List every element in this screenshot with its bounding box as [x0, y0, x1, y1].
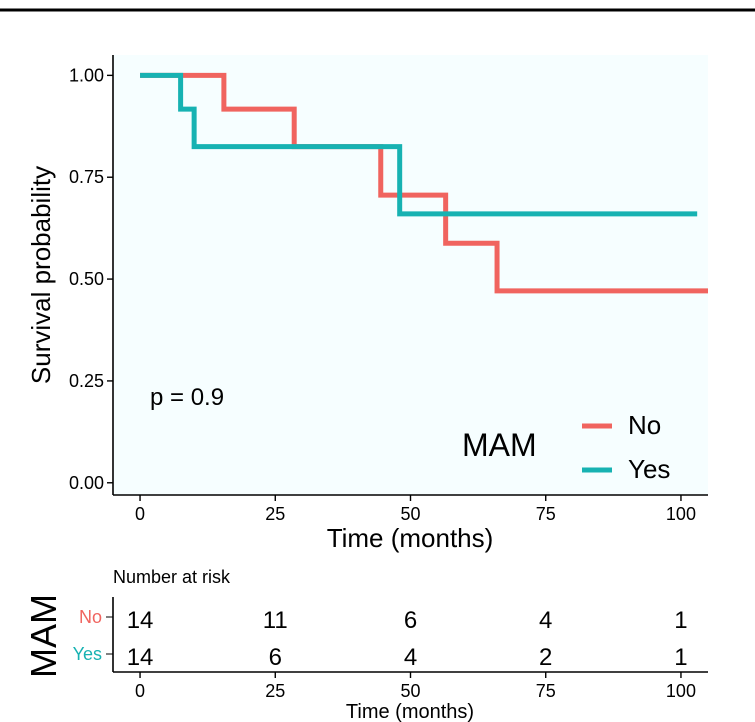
risk-x-tick-label: 50	[400, 681, 420, 701]
risk-count-yes: 1	[674, 644, 687, 671]
survival-curves	[140, 72, 708, 294]
legend-title: MAM	[462, 427, 537, 463]
risk-table: Number at risk MAM No Yes 14 11 6 4 114 6 4 2 1 …	[23, 567, 708, 722]
survival-curve-yes	[140, 72, 698, 217]
risk-count-no: 11	[263, 607, 288, 634]
risk-x-tick-label: 0	[135, 681, 145, 701]
risk-x-tick-label: 100	[666, 681, 696, 701]
risk-count-yes: 6	[269, 644, 282, 671]
x-axis-ticks: 0 25 50 75 100	[135, 495, 696, 524]
plot-panel	[113, 55, 708, 495]
p-value-annotation: p = 0.9	[150, 384, 224, 411]
y-axis-ticks: 0.00 0.25 0.50 0.75 1.00	[69, 65, 113, 493]
x-axis-title: Time (months)	[327, 523, 494, 553]
risk-table-counts: 14 11 6 4 1 14 6 4 2 1	[127, 607, 688, 671]
risk-table-x-ticks: 0 25 50 75 100	[135, 672, 696, 701]
x-tick-label: 75	[536, 504, 556, 524]
y-tick-label: 0.75	[69, 167, 104, 187]
risk-count-yes: 4	[404, 644, 417, 671]
y-tick-label: 0.50	[69, 269, 104, 289]
x-tick-label: 50	[400, 504, 420, 524]
y-tick-label: 0.25	[69, 371, 104, 391]
risk-table-title: Number at risk	[113, 567, 231, 587]
x-tick-label: 0	[135, 504, 145, 524]
y-axis-title: Survival probability	[26, 166, 56, 384]
x-tick-label: 100	[666, 504, 696, 524]
risk-table-row-label-yes: Yes	[73, 644, 102, 664]
risk-count-no: 14	[127, 607, 154, 634]
risk-count-no: 4	[539, 607, 552, 634]
risk-count-no: 1	[674, 607, 687, 634]
risk-table-strata-title: MAM	[23, 594, 64, 678]
risk-count-yes: 2	[539, 644, 552, 671]
risk-x-tick-label: 75	[536, 681, 556, 701]
risk-table-row-label-no: No	[79, 607, 102, 627]
y-tick-label: 1.00	[69, 65, 104, 85]
risk-count-no: 6	[404, 607, 417, 634]
risk-count-yes: 14	[127, 644, 154, 671]
risk-table-x-axis-title: Time (months)	[346, 701, 474, 722]
legend-label-yes: Yes	[628, 454, 670, 484]
risk-x-tick-label: 25	[265, 681, 285, 701]
survival-curve-no	[140, 72, 708, 294]
legend-label-no: No	[628, 410, 661, 440]
x-tick-label: 25	[265, 504, 285, 524]
y-tick-label: 0.00	[69, 473, 104, 493]
legend: MAM No Yes	[462, 410, 670, 484]
